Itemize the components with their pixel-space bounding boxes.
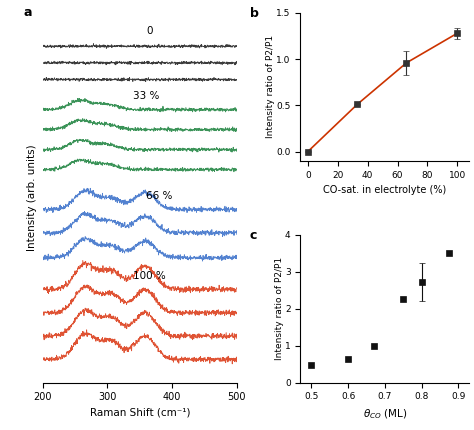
- Text: a: a: [23, 6, 32, 18]
- Text: b: b: [250, 7, 259, 20]
- X-axis label: Raman Shift (cm⁻¹): Raman Shift (cm⁻¹): [90, 408, 190, 418]
- X-axis label: $\theta_{CO}$ (ML): $\theta_{CO}$ (ML): [363, 407, 407, 421]
- Text: c: c: [250, 229, 257, 242]
- Text: 0: 0: [146, 26, 153, 36]
- Y-axis label: Intensity ratio of P2/P1: Intensity ratio of P2/P1: [274, 257, 283, 360]
- Y-axis label: Intensity ratio of P2/P1: Intensity ratio of P2/P1: [266, 35, 275, 138]
- Text: 100 %: 100 %: [133, 271, 166, 281]
- Y-axis label: Intensity (arb. units): Intensity (arb. units): [27, 144, 37, 251]
- X-axis label: CO-sat. in electrolyte (%): CO-sat. in electrolyte (%): [323, 185, 447, 195]
- Text: 66 %: 66 %: [146, 191, 173, 201]
- Text: 33 %: 33 %: [133, 91, 160, 101]
